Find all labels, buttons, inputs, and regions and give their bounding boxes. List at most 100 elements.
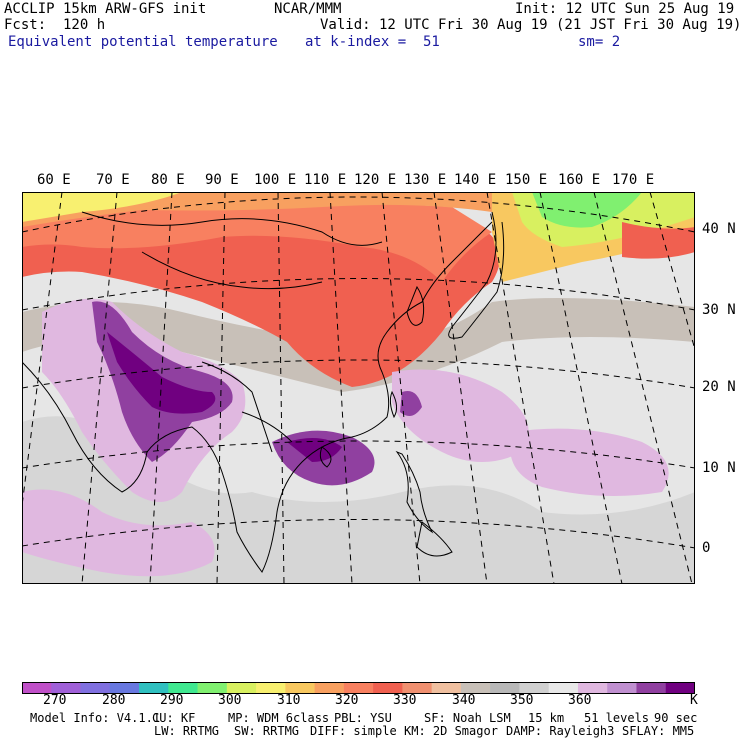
mainland-coast (22, 221, 493, 573)
colorbar-cell (402, 682, 433, 694)
lon-label: 120 E (354, 172, 397, 188)
init-time: Init: 12 UTC Sun 25 Aug 19 (515, 1, 735, 17)
lat-label: 0 (702, 540, 711, 556)
field-shade-325 (22, 202, 492, 282)
colorbar-cell (226, 682, 257, 694)
colorbar-cell (607, 682, 637, 694)
field-shade-310 (22, 192, 182, 222)
colorbar-label: 290 (160, 693, 184, 708)
colorbar-cell (665, 682, 695, 694)
damping-option: DAMP: Rayleigh3 (506, 724, 615, 738)
shortwave-scheme: SW: RRTMG (234, 724, 300, 738)
colorbar-cell (22, 682, 52, 694)
levels: 51 levels (584, 711, 650, 725)
colorbar-label: 340 (452, 693, 476, 708)
field-shade-330b (622, 222, 695, 259)
colorbar-cell (636, 682, 667, 694)
timestep: 90 sec (654, 711, 698, 725)
surface-scheme: SF: Noah LSM (424, 711, 511, 725)
level-label: at k-index = 51 (305, 34, 440, 50)
cumulus-scheme: CU: KF (152, 711, 196, 725)
field-shade-330 (22, 205, 501, 387)
lon-label: 70 E (96, 172, 130, 188)
colorbar-cell (343, 682, 374, 694)
lon-line (539, 192, 623, 584)
lon-label: 100 E (254, 172, 297, 188)
lon-label: 110 E (304, 172, 347, 188)
colorbar-cell (285, 682, 316, 694)
korea-coast (406, 285, 425, 326)
valid-time: Valid: 12 UTC Fri 30 Aug 19 (21 JST Fri … (320, 17, 740, 33)
field-shade-360c (510, 428, 669, 496)
border (141, 251, 323, 290)
lon-label: 60 E (37, 172, 71, 188)
lon-label: 130 E (404, 172, 447, 188)
lon-label: 160 E (558, 172, 601, 188)
colorbar-cell (373, 682, 403, 694)
lon-label: 80 E (151, 172, 185, 188)
model-version: Model Info: V4.1.1 (30, 711, 161, 725)
field-shade-370 (107, 332, 216, 414)
colorbar-cell (548, 682, 579, 694)
philippines-coast (395, 450, 434, 534)
colorbar-label: 280 (102, 693, 126, 708)
theta-e-map (22, 192, 695, 584)
lat-label: 10 N (702, 460, 736, 476)
lon-line (593, 192, 693, 584)
colorbar-label: 350 (510, 693, 534, 708)
lat-label: 30 N (702, 302, 736, 318)
colorbar-cell (431, 682, 462, 694)
lon-label: 170 E (612, 172, 655, 188)
km-option: KM: 2D Smagor (404, 724, 498, 738)
colorbar-cell (51, 682, 82, 694)
lon-label: 90 E (205, 172, 239, 188)
japan-coast (448, 211, 505, 339)
colorbar-label: 360 (568, 693, 592, 708)
graticule (22, 192, 695, 584)
lon-label: 150 E (505, 172, 548, 188)
lon-label: 140 E (454, 172, 497, 188)
lon-line (649, 192, 695, 352)
longwave-scheme: LW: RRTMG (154, 724, 220, 738)
colorbar-cell (168, 682, 199, 694)
colorbar-cell (256, 682, 286, 694)
lat-line-40 (22, 196, 695, 233)
taiwan-coast (389, 390, 398, 419)
pbl-scheme: PBL: YSU (334, 711, 392, 725)
colorbar-cell (80, 682, 111, 694)
map-frame (22, 192, 695, 584)
colorbar-label: 300 (218, 693, 242, 708)
colorbar-cell (139, 682, 169, 694)
colorbar (22, 682, 695, 694)
center-label: NCAR/MMM (274, 1, 342, 17)
colorbar-cell (197, 682, 228, 694)
border (241, 411, 293, 443)
colorbar-label: 310 (277, 693, 301, 708)
coastlines (22, 211, 505, 573)
colorbar-cell (314, 682, 345, 694)
microphysics-scheme: MP: WDM 6class (228, 711, 330, 725)
hainan-coast (319, 446, 332, 468)
smoothing-label: sm= 2 (578, 34, 621, 50)
field-shade-365c (400, 391, 422, 416)
lon-line (486, 192, 555, 584)
colorbar-label: 320 (335, 693, 359, 708)
forecast-hour: Fcst: 120 h (4, 17, 106, 33)
colorbar-cell (490, 682, 520, 694)
model-title: ACCLIP 15km ARW-GFS init (4, 1, 207, 17)
colorbar-label: 270 (43, 693, 67, 708)
surface-layer-option: SFLAY: MM5 (622, 724, 695, 738)
colorbar-label: 330 (393, 693, 417, 708)
border (81, 211, 383, 246)
lat-label: 40 N (702, 221, 736, 237)
field-shade-360b (392, 369, 529, 462)
field-name: Equivalent potential temperature (8, 34, 278, 50)
borneo-coast (416, 521, 453, 557)
field-shade-300 (532, 192, 642, 228)
colorbar-unit: K (690, 693, 698, 708)
colorbar-cell (519, 682, 550, 694)
resolution: 15 km (528, 711, 565, 725)
colorbar-cell (109, 682, 140, 694)
colorbar-frame (22, 682, 695, 694)
diffusion-option: DIFF: simple (310, 724, 397, 738)
